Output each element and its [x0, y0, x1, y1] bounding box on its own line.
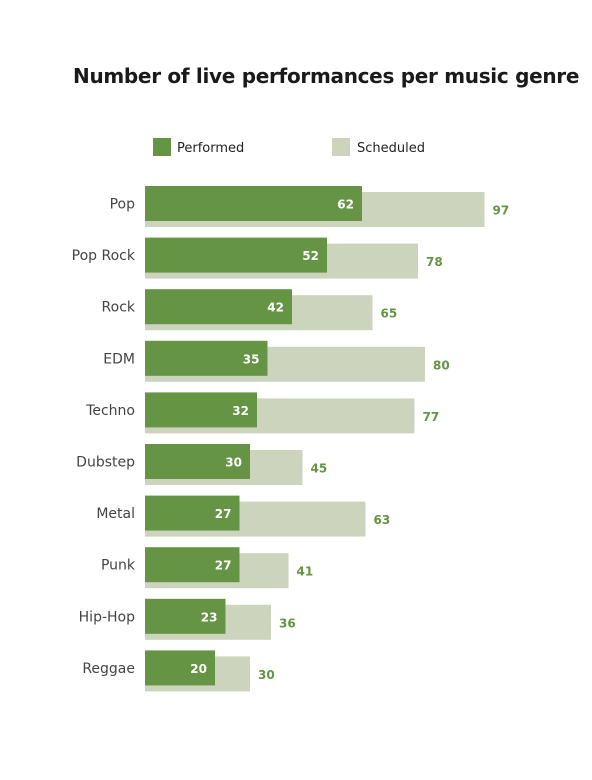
value-label-performed-rock: 42: [267, 301, 284, 315]
value-label-scheduled-hip-hop: 36: [279, 616, 296, 630]
category-label-reggae: Reggae: [82, 661, 135, 677]
category-label-pop: Pop: [110, 197, 136, 213]
value-label-scheduled-pop: 97: [493, 204, 510, 218]
value-label-scheduled-rock: 65: [381, 307, 398, 321]
category-label-edm: EDM: [103, 351, 135, 367]
value-label-performed-dubstep: 30: [225, 456, 242, 470]
value-label-performed-punk: 27: [215, 559, 232, 573]
legend-label-scheduled: Scheduled: [357, 141, 425, 156]
legend-swatch-performed: [153, 138, 171, 156]
value-label-scheduled-reggae: 30: [258, 668, 275, 682]
bar-performed-pop: [145, 186, 362, 221]
category-label-techno: Techno: [85, 403, 135, 419]
value-label-scheduled-pop-rock: 78: [426, 255, 443, 269]
value-label-performed-hip-hop: 23: [201, 610, 218, 624]
value-label-scheduled-edm: 80: [433, 358, 450, 372]
category-label-hip-hop: Hip-Hop: [79, 609, 135, 625]
value-label-scheduled-techno: 77: [423, 410, 440, 424]
value-label-scheduled-dubstep: 45: [311, 462, 328, 476]
legend-label-performed: Performed: [177, 141, 244, 156]
value-label-performed-pop-rock: 52: [302, 249, 319, 263]
category-label-metal: Metal: [96, 506, 135, 522]
category-label-punk: Punk: [101, 558, 136, 574]
value-label-performed-edm: 35: [243, 352, 260, 366]
category-label-pop-rock: Pop Rock: [72, 248, 136, 264]
value-label-scheduled-punk: 41: [297, 565, 314, 579]
value-label-performed-reggae: 20: [190, 662, 207, 676]
value-label-performed-pop: 62: [337, 198, 354, 212]
category-label-rock: Rock: [102, 300, 136, 316]
bar-group: Pop 62 97 Pop Rock 52 78 Rock 42 65 EDM 35 80 Techno…: [72, 186, 510, 691]
category-label-dubstep: Dubstep: [76, 455, 135, 471]
bar-performed-pop-rock: [145, 238, 327, 273]
legend-swatch-scheduled: [332, 138, 350, 156]
value-label-scheduled-metal: 63: [374, 513, 391, 527]
chart-legend: Performed Scheduled: [153, 138, 425, 156]
value-label-performed-techno: 32: [232, 404, 249, 418]
value-label-performed-metal: 27: [215, 507, 232, 521]
